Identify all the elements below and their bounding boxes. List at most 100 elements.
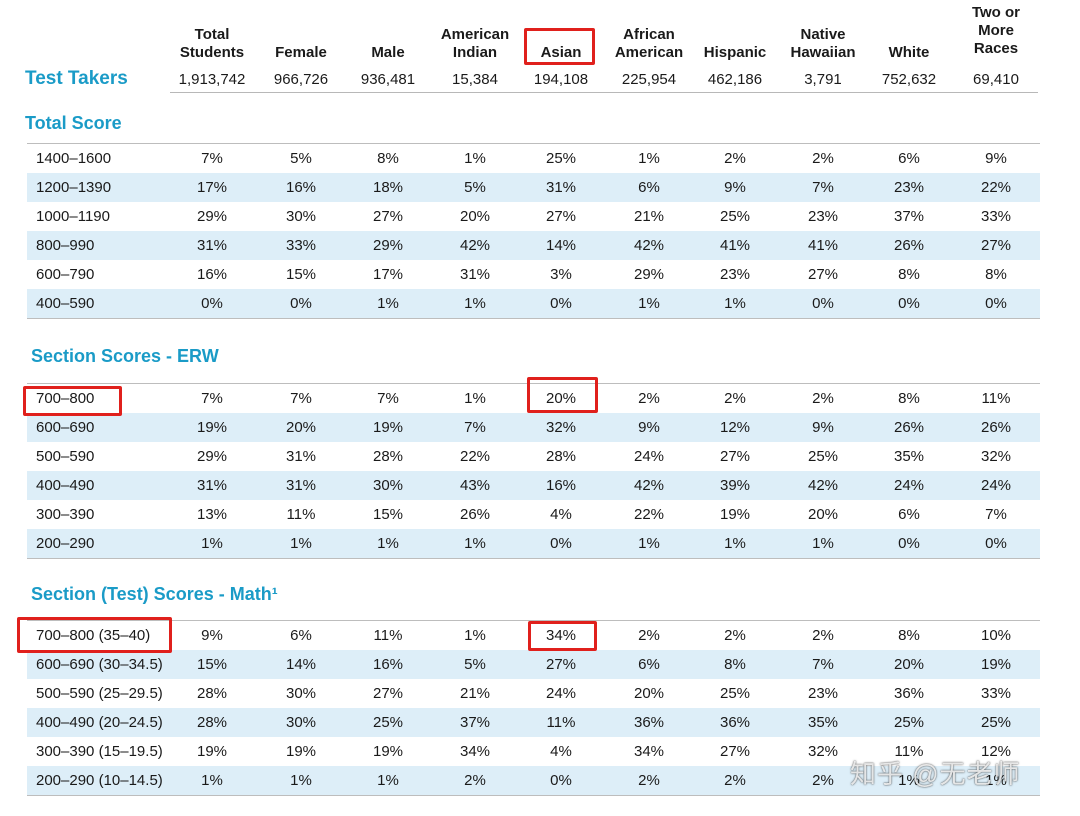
percent-cell: 5% [464,179,486,196]
percent-cell: 15% [285,266,317,283]
percent-cell: 11% [286,506,316,523]
percent-cell: 24% [633,448,665,465]
percent-cell: 1% [290,772,312,789]
score-range-label: 400–590 [36,295,95,312]
percent-cell: 26% [980,419,1012,436]
percent-cell: 7% [464,419,486,436]
percent-cell: 28% [196,685,228,702]
percent-cell: 31% [459,266,491,283]
watermark: 知乎 @无老师 [850,759,1021,789]
percent-cell: 1% [377,772,399,789]
score-range-label: 1000–1190 [36,208,110,225]
percent-cell: 19% [285,743,317,760]
percent-cell: 19% [196,743,228,760]
percent-cell: 1% [898,772,920,789]
percent-cell: 8% [377,150,399,167]
percent-cell: 33% [285,237,317,254]
percent-cell: 29% [196,208,228,225]
percent-cell: 1% [724,535,746,552]
column-header-total: Total Students [169,0,255,62]
percent-cell: 18% [372,179,404,196]
percent-cell: 1% [464,627,486,644]
column-header-line: Students [179,44,245,61]
percent-cell: 9% [724,179,746,196]
percent-cell: 23% [807,685,839,702]
percent-cell: 12% [719,419,751,436]
percent-cell: 37% [459,714,491,731]
percent-cell: 31% [196,477,228,494]
percent-cell: 25% [980,714,1012,731]
percent-cell: 14% [285,656,317,673]
score-range-label: 500–590 (25–29.5) [36,685,163,702]
score-range-label: 500–590 [36,448,95,465]
test-takers-count: 462,186 [707,70,763,88]
percent-cell: 2% [724,390,746,407]
percent-cell: 1% [377,295,399,312]
table-row: 700–800 7% 7% 7% 1% 20% 2% 2% 2% 8% 11% [27,384,1040,413]
percent-cell: 19% [719,506,751,523]
percent-cell: 27% [372,685,404,702]
percent-cell: 22% [633,506,665,523]
column-header-line: American [440,26,510,43]
percent-cell: 1% [985,772,1007,789]
percent-cell: 25% [372,714,404,731]
column-header-line: African [623,26,675,43]
percent-cell: 1% [377,535,399,552]
percent-cell: 1% [812,535,834,552]
percent-cell: 19% [372,419,404,436]
score-table: 700–800 (35–40) 9% 6% 11% 1% 34% 2% 2% 2% 8% 10% 60… [27,620,1040,796]
percent-cell: 30% [285,714,317,731]
score-range-label: 400–490 (20–24.5) [36,714,163,731]
percent-cell: 6% [638,656,660,673]
table-row: 500–590 (25–29.5) 28% 30% 27% 21% 24% 20% 25% 23… [27,679,1040,708]
percent-cell: 34% [459,743,491,760]
column-header-line: Male [371,44,405,61]
column-header-hispanic: Hispanic [692,0,778,62]
percent-cell: 11% [546,714,576,731]
test-takers-count: 15,384 [452,70,498,88]
percent-cell: 20% [893,656,925,673]
column-header-male: Male [345,0,431,62]
percent-cell: 2% [638,390,660,407]
table-row: 200–290 (10–14.5) 1% 1% 1% 2% 0% 2% 2% 2% 1% 1% [27,766,1040,795]
percent-cell: 31% [545,179,577,196]
percent-cell: 1% [464,295,486,312]
score-range-label: 600–690 [36,419,95,436]
percent-cell: 2% [724,772,746,789]
percent-cell: 2% [812,390,834,407]
percent-cell: 1% [724,295,746,312]
column-header-line: Native [800,26,846,43]
percent-cell: 27% [372,208,404,225]
table-row: 700–800 (35–40) 9% 6% 11% 1% 34% 2% 2% 2% 8% 10% [27,621,1040,650]
percent-cell: 5% [290,150,312,167]
percent-cell: 36% [633,714,665,731]
percent-cell: 20% [285,419,317,436]
percent-cell: 11% [981,390,1011,407]
score-range-label: 400–490 [36,477,95,494]
table-row: 600–690 (30–34.5) 15% 14% 16% 5% 27% 6% 8% 7% 20%… [27,650,1040,679]
percent-cell: 33% [980,208,1012,225]
score-range-label: 800–990 [36,237,95,254]
test-takers-count: 69,410 [973,70,1019,88]
percent-cell: 2% [638,772,660,789]
section-title: Total Score [25,113,122,133]
percent-cell: 27% [719,743,751,760]
percent-cell: 27% [980,237,1012,254]
column-header-line: White [888,44,930,61]
test-takers-count: 936,481 [360,70,416,88]
percent-cell: 9% [201,627,223,644]
percent-cell: 6% [638,179,660,196]
percent-cell: 0% [201,295,223,312]
score-range-label: 300–390 (15–19.5) [36,743,163,760]
percent-cell: 37% [893,208,925,225]
percent-cell: 41% [807,237,839,254]
percent-cell: 20% [633,685,665,702]
percent-cell: 7% [201,150,223,167]
percent-cell: 39% [719,477,751,494]
percent-cell: 2% [724,627,746,644]
percent-cell: 0% [898,535,920,552]
table-row: 1000–1190 29% 30% 27% 20% 27% 21% 25% 23% 37% 33% [27,202,1040,231]
percent-cell: 8% [898,390,920,407]
percent-cell: 0% [985,295,1007,312]
percent-cell: 8% [898,266,920,283]
